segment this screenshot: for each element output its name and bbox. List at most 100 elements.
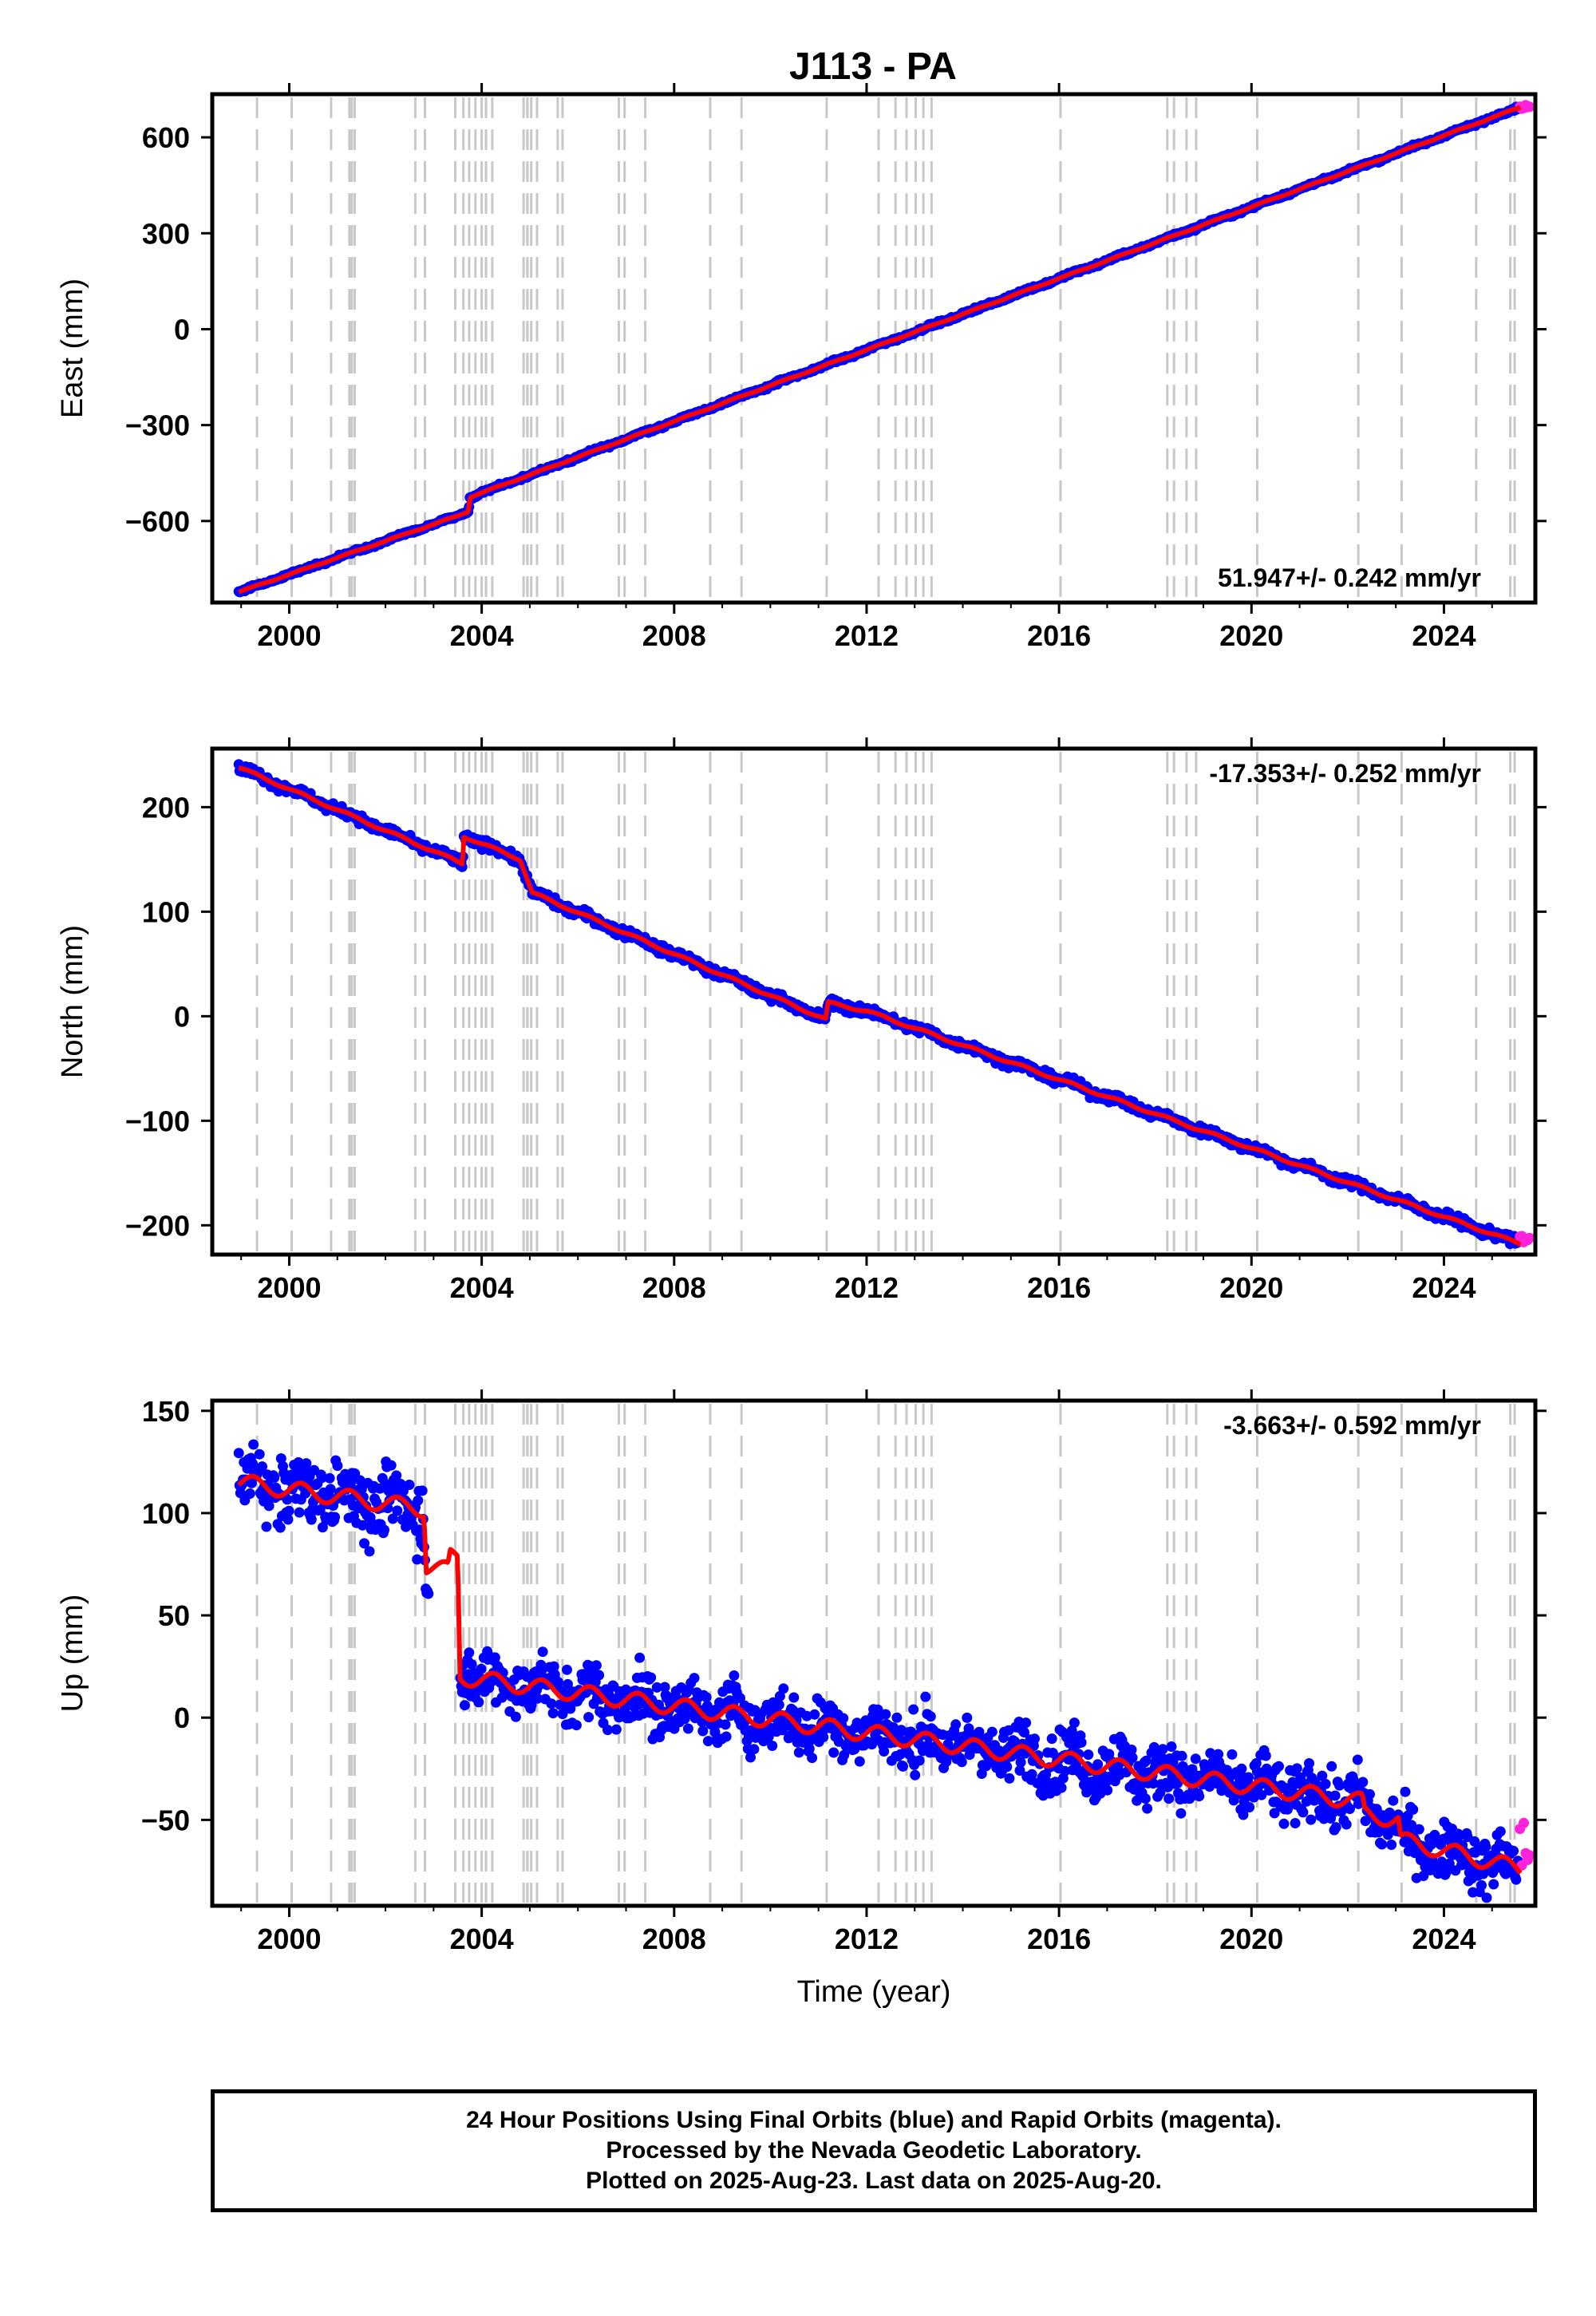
y-tick-label: 0 <box>174 1701 190 1734</box>
data-point <box>1166 1741 1177 1752</box>
data-point <box>697 1725 709 1737</box>
data-point <box>473 1697 484 1708</box>
data-point <box>1076 1737 1087 1748</box>
x-tick-label: 2000 <box>257 1923 321 1955</box>
data-point <box>1290 1818 1301 1828</box>
data-point <box>466 1659 477 1670</box>
data-point <box>1481 1892 1492 1903</box>
x-tick-label: 2000 <box>257 1271 321 1304</box>
data-point <box>1227 1749 1238 1760</box>
data-point <box>1069 1717 1080 1729</box>
x-tick-label: 2016 <box>1027 1271 1091 1304</box>
x-tick-label: 2024 <box>1412 1923 1476 1955</box>
x-tick-label: 2020 <box>1219 1923 1283 1955</box>
data-point <box>1140 1793 1151 1804</box>
data-point <box>1190 1753 1201 1765</box>
y-axis-label: North (mm) <box>56 925 89 1078</box>
data-point <box>294 1507 305 1518</box>
footer-box: 24 Hour Positions Using Final Orbits (bl… <box>211 2089 1537 2212</box>
data-point <box>1291 1763 1302 1774</box>
data-point <box>891 1712 903 1723</box>
data-point <box>838 1713 849 1724</box>
y-tick-label: −50 <box>141 1804 190 1836</box>
chart-title: J113 - PA <box>789 45 957 88</box>
data-point <box>898 1761 908 1772</box>
panels: 2000 2004 2008 2012 2016 2020 2024−600−3000300… <box>56 83 1547 2009</box>
data-point <box>248 1439 259 1450</box>
data-point <box>610 1724 622 1735</box>
data-point <box>1092 1759 1104 1770</box>
data-point <box>1495 1826 1506 1837</box>
x-tick-label: 2000 <box>257 619 321 652</box>
x-tick-label: 2004 <box>450 1271 514 1304</box>
data-point <box>646 1672 657 1683</box>
data-point <box>269 1472 280 1483</box>
x-tick-label: 2020 <box>1219 619 1283 652</box>
data-point <box>1046 1733 1057 1745</box>
x-tick-label: 2016 <box>1027 1923 1091 1955</box>
y-tick-label: 150 <box>142 1395 190 1428</box>
data-point <box>562 1664 572 1675</box>
data-point <box>729 1670 740 1681</box>
data-point <box>828 1747 839 1758</box>
data-point <box>1021 1717 1032 1729</box>
data-point <box>1320 1778 1331 1789</box>
x-tick-label: 2020 <box>1219 1271 1283 1304</box>
data-point <box>1029 1733 1040 1745</box>
data-point <box>1476 1879 1487 1891</box>
data-point <box>330 1512 341 1523</box>
data-point <box>1408 1804 1419 1815</box>
data-point <box>809 1709 820 1720</box>
data-point <box>1326 1761 1337 1772</box>
data-point <box>854 1756 865 1767</box>
data-point <box>275 1522 286 1533</box>
x-tick-label: 2012 <box>835 619 899 652</box>
data-point <box>788 1692 800 1703</box>
data-point <box>1102 1784 1113 1796</box>
data-point <box>1127 1753 1138 1763</box>
data-point <box>1304 1758 1314 1769</box>
x-tick-label: 2008 <box>642 1923 706 1955</box>
rapid-orbit-point <box>1524 1232 1535 1243</box>
data-point <box>910 1769 921 1780</box>
data-point <box>254 1448 265 1460</box>
data-point <box>1244 1802 1255 1812</box>
data-point <box>591 1660 602 1671</box>
rapid-orbit-point <box>1524 1850 1535 1861</box>
data-point <box>1480 1841 1491 1852</box>
data-point <box>547 1708 559 1719</box>
data-point <box>1015 1757 1026 1768</box>
data-point <box>1377 1839 1388 1850</box>
data-point <box>720 1719 731 1730</box>
data-point <box>721 1731 732 1742</box>
y-tick-label: −100 <box>125 1105 190 1137</box>
y-tick-label: 0 <box>174 1000 190 1033</box>
data-point <box>537 1646 548 1658</box>
data-point <box>682 1723 693 1734</box>
data-point <box>261 1521 272 1532</box>
y-axis-label: East (mm) <box>56 279 89 418</box>
y-tick-label: 600 <box>142 121 190 154</box>
y-tick-label: −200 <box>125 1209 190 1242</box>
data-point <box>914 1755 925 1766</box>
data-point <box>702 1736 713 1747</box>
x-tick-label: 2004 <box>450 619 514 652</box>
footer-line-3: Plotted on 2025-Aug-23. Last data on 202… <box>586 2168 1162 2194</box>
data-point <box>1357 1777 1369 1788</box>
data-point <box>1413 1824 1424 1835</box>
x-tick-label: 2016 <box>1027 619 1091 652</box>
y-tick-label: −600 <box>125 505 190 538</box>
x-tick-label: 2004 <box>450 1923 514 1955</box>
x-tick-label: 2024 <box>1412 619 1476 652</box>
data-point <box>594 1670 605 1681</box>
data-point <box>1298 1807 1309 1818</box>
panel-2: 2000 2004 2008 2012 2016 2020 2024 −200 −100 0 100… <box>56 737 1547 1304</box>
footer-line-2: Processed by the Nevada Geodetic Laborat… <box>606 2137 1142 2164</box>
data-point <box>807 1753 818 1764</box>
y-tick-label: 100 <box>142 895 190 928</box>
data-point <box>233 1448 244 1459</box>
data-point <box>793 1747 804 1758</box>
data-point <box>1488 1879 1499 1890</box>
data-point <box>1334 1780 1345 1791</box>
